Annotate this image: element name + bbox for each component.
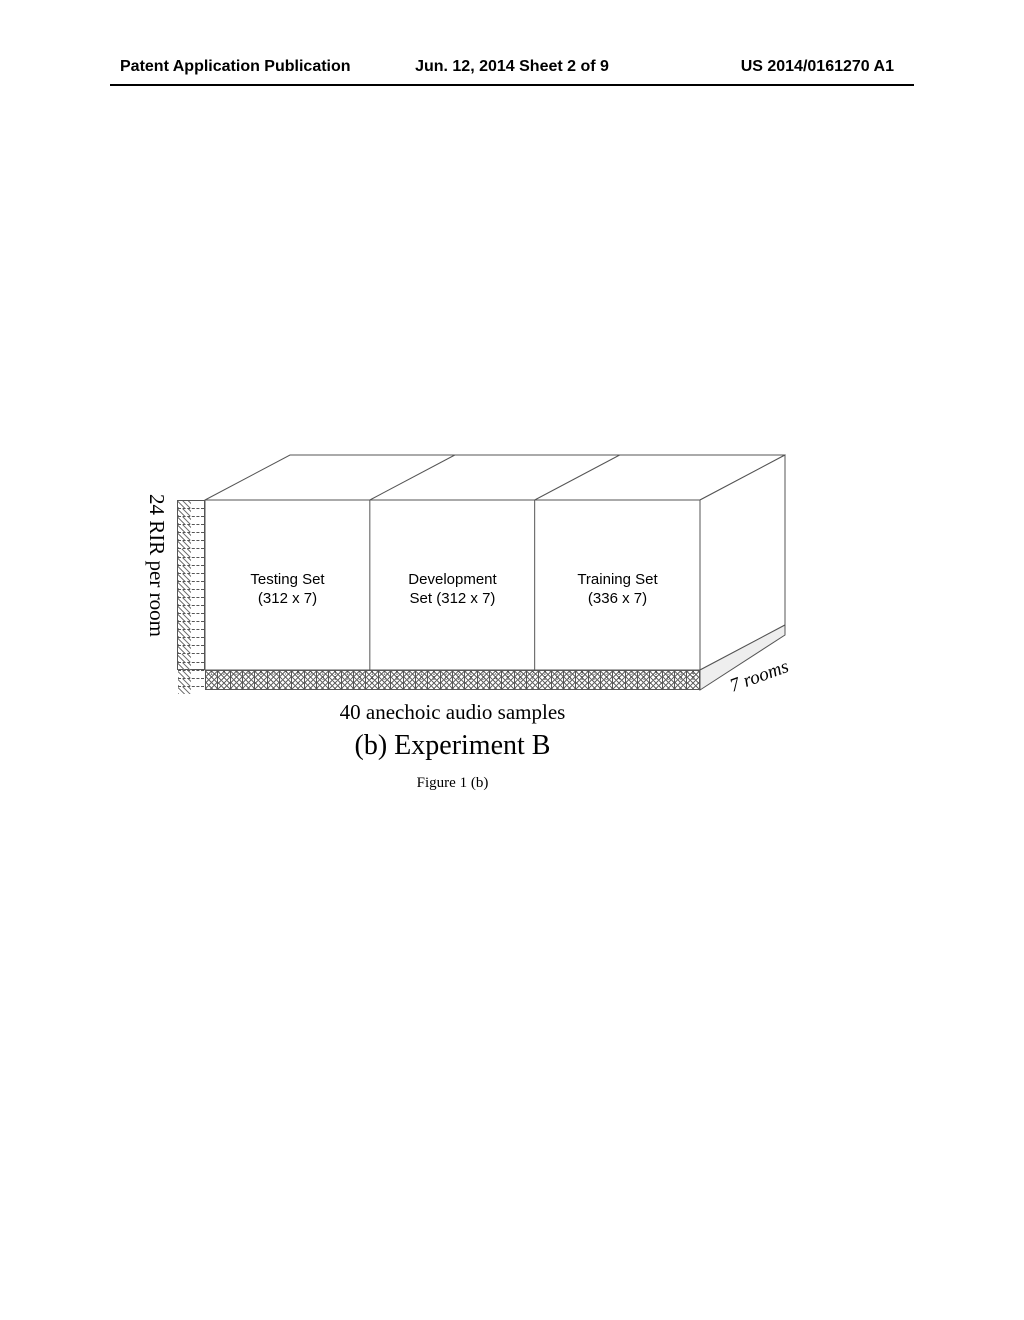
y-tick-row (178, 533, 204, 541)
x-sample-cell: 21 (452, 670, 464, 690)
section-label-training: Training Set (336 x 7) (535, 571, 700, 609)
y-tick-row (178, 525, 204, 533)
cuboid-diagram (140, 460, 900, 820)
x-sample-cell: 28 (538, 670, 550, 690)
page: Patent Application Publication Jun. 12, … (0, 0, 1024, 1320)
header-center: Jun. 12, 2014 Sheet 2 of 9 (415, 58, 609, 76)
x-sample-cell: 25 (501, 670, 513, 690)
x-sample-cell: 38 (662, 670, 674, 690)
x-sample-cell: 29 (551, 670, 563, 690)
x-sample-cell: 12 (341, 670, 353, 690)
x-sample-cell: 9 (304, 670, 316, 690)
y-tick-row (178, 541, 204, 549)
figure-caption: Figure 1 (b) (205, 775, 700, 792)
x-sample-cell: 3 (230, 670, 242, 690)
x-sample-cell: 26 (514, 670, 526, 690)
x-sample-cell: 32 (588, 670, 600, 690)
x-sample-cell: 16 (390, 670, 402, 690)
x-sample-cell: 36 (637, 670, 649, 690)
header-right: US 2014/0161270 A1 (741, 58, 894, 76)
section-label-testing: Testing Set (312 x 7) (205, 571, 370, 609)
x-sample-cell: 1 (205, 670, 217, 690)
header-left: Patent Application Publication (120, 58, 351, 76)
x-sample-cell: 33 (600, 670, 612, 690)
x-sample-cell: 6 (267, 670, 279, 690)
y-tick-row (178, 663, 204, 671)
x-sample-cell: 15 (378, 670, 390, 690)
x-sample-cell: 37 (649, 670, 661, 690)
y-tick-row (178, 582, 204, 590)
x-sample-cell: 40 (686, 670, 699, 690)
y-tick-row (178, 558, 204, 566)
x-sample-cell: 4 (242, 670, 254, 690)
x-sample-cell: 11 (328, 670, 340, 690)
section-label-line1: Training Set (535, 571, 700, 590)
x-sample-cell: 17 (403, 670, 415, 690)
y-tick-row (178, 646, 204, 654)
section-label-line1: Development (370, 571, 535, 590)
y-tick-row (178, 622, 204, 630)
figure-subcaption: (b) Experiment B (205, 730, 700, 762)
x-sample-cell: 24 (489, 670, 501, 690)
y-tick-row (178, 606, 204, 614)
x-sample-cell: 10 (316, 670, 328, 690)
section-label-line2: (336 x 7) (535, 590, 700, 609)
y-tick-row (178, 566, 204, 574)
x-sample-cell: 14 (365, 670, 377, 690)
section-label-line2: (312 x 7) (205, 590, 370, 609)
y-tick-row (178, 509, 204, 517)
x-sample-cell: 22 (464, 670, 476, 690)
x-sample-cell: 20 (440, 670, 452, 690)
x-sample-cell: 23 (477, 670, 489, 690)
x-axis-label: 40 anechoic audio samples (205, 700, 700, 725)
section-label-line2: Set (312 x 7) (370, 590, 535, 609)
x-sample-cell: 27 (526, 670, 538, 690)
y-axis-tick-strip (177, 500, 205, 670)
y-tick-row (178, 517, 204, 525)
x-axis-sample-strip: 1234567891011121314151617181920212223242… (205, 670, 700, 690)
x-sample-cell: 31 (575, 670, 587, 690)
y-tick-row (178, 501, 204, 509)
x-sample-cell: 8 (291, 670, 303, 690)
y-tick-row (178, 687, 204, 694)
y-tick-row (178, 630, 204, 638)
x-sample-cell: 5 (254, 670, 266, 690)
y-tick-row (178, 671, 204, 679)
x-sample-cell: 18 (415, 670, 427, 690)
x-sample-cell: 13 (353, 670, 365, 690)
y-tick-row (178, 574, 204, 582)
y-tick-row (178, 549, 204, 557)
y-tick-row (178, 638, 204, 646)
y-tick-row (178, 654, 204, 662)
x-sample-cell: 2 (217, 670, 229, 690)
section-label-line1: Testing Set (205, 571, 370, 590)
y-tick-row (178, 590, 204, 598)
y-tick-row (178, 614, 204, 622)
x-sample-cell: 30 (563, 670, 575, 690)
y-axis-label: 24 RIR per room (144, 494, 169, 637)
x-sample-cell: 34 (612, 670, 624, 690)
y-tick-row (178, 679, 204, 687)
x-sample-cell: 39 (674, 670, 686, 690)
y-tick-row (178, 598, 204, 606)
x-sample-cell: 7 (279, 670, 291, 690)
x-sample-cell: 19 (427, 670, 439, 690)
figure-experiment-b: 1234567891011121314151617181920212223242… (140, 460, 900, 820)
section-label-development: Development Set (312 x 7) (370, 571, 535, 609)
x-sample-cell: 35 (625, 670, 637, 690)
header-rule (110, 84, 914, 86)
